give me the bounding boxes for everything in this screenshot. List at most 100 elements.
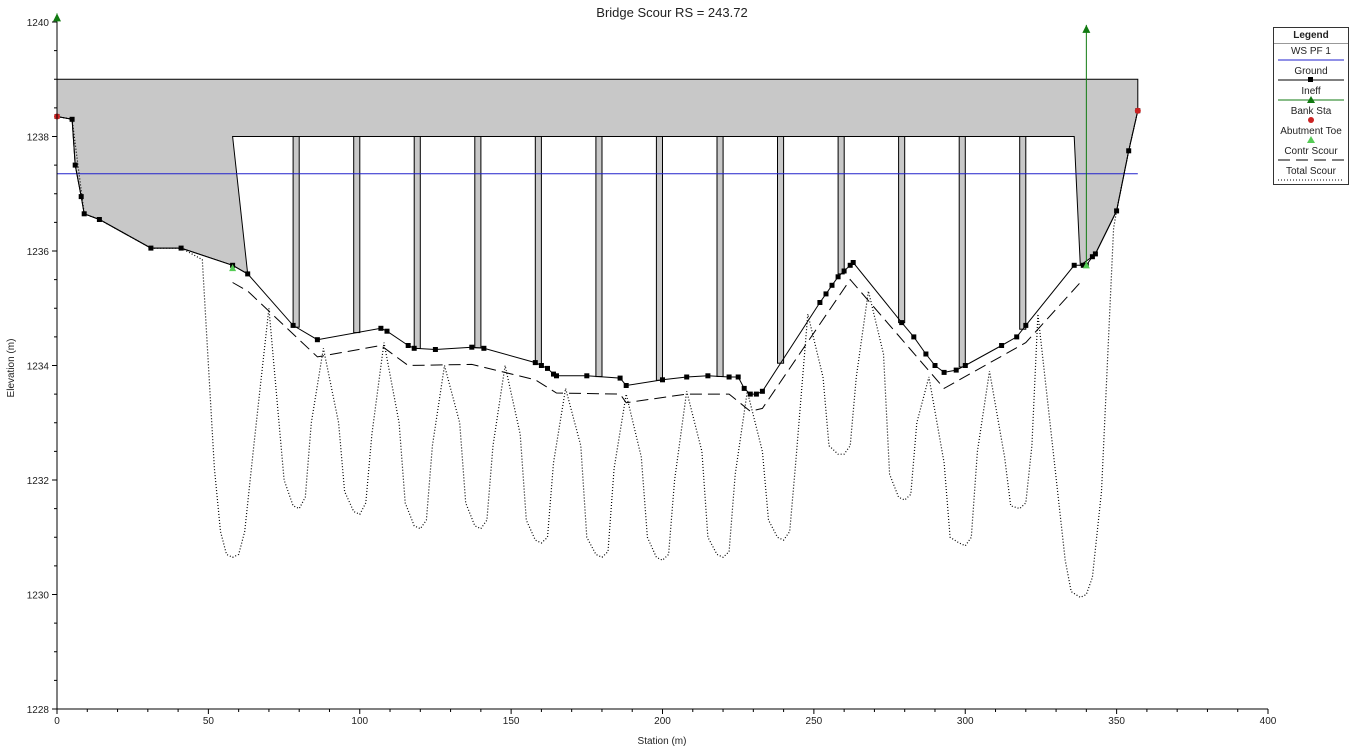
ground-marker [841,268,847,274]
ground-marker [829,282,835,288]
x-tick-label: 150 [503,716,520,727]
y-tick-label: 1236 [27,247,50,258]
bridge-pier-6 [595,136,603,378]
ground-marker [178,245,184,251]
ground-marker [384,328,390,334]
ground-marker [554,373,559,379]
ground-marker [551,371,556,377]
ground-marker [759,388,765,394]
y-tick-label: 1228 [27,705,50,716]
bridge-pier-4 [474,136,482,349]
plot-area: 0 50 100 150 200 250 300 350 400 1228 1230 1232 1234… [27,13,1277,727]
ground-marker [726,374,732,380]
ground-marker [953,367,959,373]
bridge-pier-1 [292,136,300,328]
x-tick-label: 250 [806,716,823,727]
ground-marker [411,345,417,351]
legend-item-ws: WS PF 1 [1274,44,1348,64]
legend: Legend WS PF 1 Ground Ineff Bank Sta Abu… [1273,27,1349,185]
bridge-pier-2 [353,136,361,334]
ground-marker [847,262,853,268]
abutment-toe-marker [229,264,237,272]
legend-item-contr-scour: Contr Scour [1274,144,1348,164]
legend-label-ineff: Ineff [1301,86,1321,97]
legend-label-total-scour: Total Scour [1285,166,1337,177]
y-tick-label: 1240 [27,18,50,29]
legend-swatch-abutment-toe [1307,136,1315,143]
ground-marker [69,116,75,122]
legend-swatch-total-scour [1278,179,1344,181]
bridge-pier-11 [898,136,906,324]
ground-marker [378,325,384,331]
x-tick-label: 0 [54,716,60,727]
legend-title: Legend [1274,28,1348,44]
ground-marker [735,374,741,380]
ground-marker [81,211,87,217]
legend-item-bank-sta: Bank Sta [1274,104,1348,124]
ground-marker [1071,262,1077,268]
ground-marker [747,391,753,397]
x-tick-label: 100 [351,716,368,727]
ground-marker [684,374,690,380]
ground-marker [962,363,968,368]
bridge-pier-12 [958,136,966,368]
ground-marker [314,337,320,343]
ground-marker [584,373,590,379]
legend-label-abutment-toe: Abutment Toe [1280,126,1342,137]
ground-marker [817,300,823,305]
ground-marker [911,334,917,340]
abutment-toe-marker [1082,261,1090,269]
ground-marker [432,347,438,352]
x-tick-label: 400 [1260,716,1277,727]
legend-label-contr-scour: Contr Scour [1284,146,1338,157]
y-tick-label: 1230 [27,591,50,602]
ground-marker [941,369,947,375]
ground-marker [405,343,411,348]
bridge-pier-3 [413,136,421,349]
legend-swatch-ineff [1278,96,1344,103]
ground-marker [545,365,550,371]
ground-marker [245,271,251,277]
ground-marker [999,343,1005,348]
legend-label-bank-sta: Bank Sta [1290,106,1332,117]
chart-title: Bridge Scour RS = 243.72 [596,5,747,20]
bridge-pier-5 [534,136,542,365]
legend-item-total-scour: Total Scour [1274,164,1348,184]
ground-marker [1089,254,1095,260]
legend-swatch-ws [1278,59,1344,61]
ground-marker [899,320,905,326]
bridge-pier-10 [837,136,845,275]
ground-marker [1014,334,1020,340]
legend-label-ws: WS PF 1 [1290,46,1331,57]
ground-marker [469,344,475,350]
legend-swatch-contr-scour [1278,159,1344,161]
ground-marker [1023,322,1029,328]
ground-marker [538,363,544,368]
ineff-arrow [1082,24,1091,33]
y-tick-label: 1232 [27,476,50,487]
ground-marker [617,375,623,381]
ground-marker [1080,262,1086,268]
ground-marker [1092,251,1098,257]
legend-label-ground: Ground [1294,66,1328,77]
ground-marker [850,260,856,265]
legend-item-ineff: Ineff [1274,84,1348,104]
ground-marker [835,274,841,280]
x-tick-label: 50 [203,716,215,727]
ground-marker [96,217,102,222]
ground-marker [741,385,747,391]
bank-sta-marker [1134,107,1141,114]
ineff-arrow [53,13,61,22]
legend-item-ground: Ground [1274,64,1348,84]
ground-marker [660,377,665,383]
y-tick-label: 1234 [27,362,50,373]
bridge-pier-7 [655,136,664,381]
ground-marker [753,391,759,397]
ground-marker [1114,208,1120,214]
ground-marker [932,363,938,368]
ground-marker [72,162,78,168]
bridge-pier-13 [1019,136,1027,330]
legend-swatch-ground [1278,77,1344,82]
x-tick-label: 350 [1108,716,1125,727]
